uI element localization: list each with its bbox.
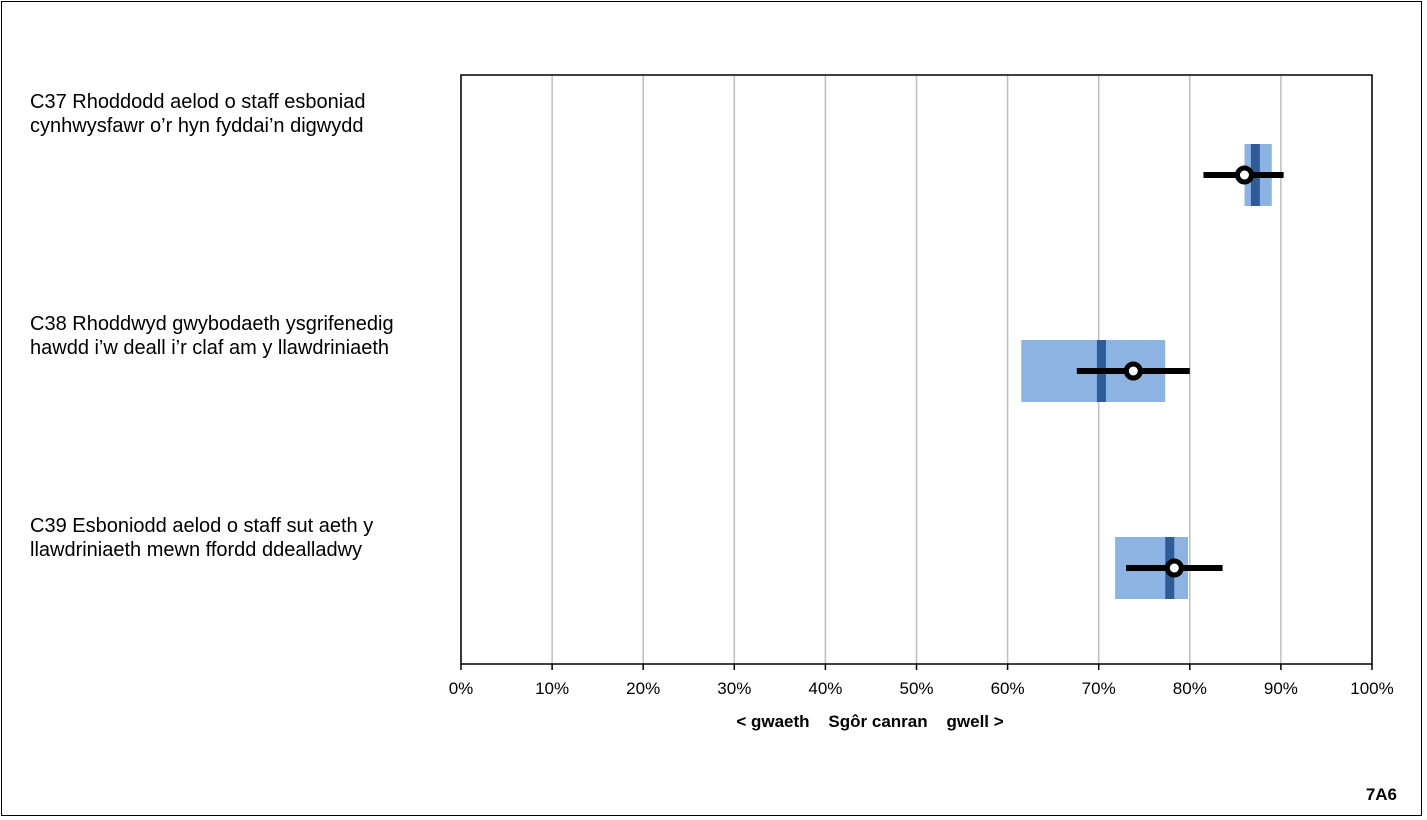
- x-tick-label: 0%: [449, 679, 474, 698]
- x-tick-label: 10%: [535, 679, 569, 698]
- x-tick-label: 90%: [1264, 679, 1298, 698]
- x-tick-label: 20%: [626, 679, 660, 698]
- question-label-c37: C37 Rhoddodd aelod o staff esboniad cynh…: [30, 91, 366, 137]
- x-tick-label: 60%: [991, 679, 1025, 698]
- question-label-c39: C39 Esboniodd aelod o staff sut aeth y l…: [30, 515, 374, 561]
- x-tick-label: 70%: [1082, 679, 1116, 698]
- x-tick-label: 30%: [717, 679, 751, 698]
- x-tick-label: 50%: [899, 679, 933, 698]
- x-axis-label: < gwaeth Sgôr canran gwell >: [736, 712, 1004, 731]
- x-tick-label: 80%: [1173, 679, 1207, 698]
- question-label-c38: C38 Rhoddwyd gwybodaeth ysgrifenedig haw…: [30, 313, 394, 359]
- x-tick-label: 40%: [808, 679, 842, 698]
- score-marker: [1234, 165, 1254, 185]
- score-marker: [1164, 558, 1184, 578]
- figure-code: 7A6: [1365, 785, 1397, 804]
- x-tick-label: 100%: [1350, 679, 1393, 698]
- score-marker: [1123, 361, 1143, 381]
